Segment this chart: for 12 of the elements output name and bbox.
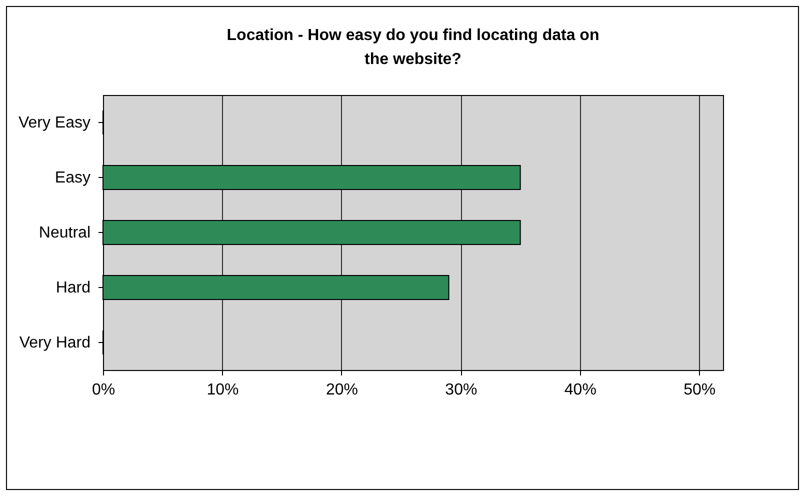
- x-tick-label: 30%: [445, 382, 478, 398]
- y-tick-label: Very Hard: [19, 334, 90, 352]
- x-tick-label: 50%: [684, 382, 716, 398]
- x-tick-label: 40%: [564, 382, 596, 398]
- y-tick-label: Hard: [56, 280, 90, 296]
- x-tick-label: 10%: [206, 382, 239, 398]
- y-tick-label: Easy: [54, 170, 90, 186]
- y-tick-label: Neutral: [38, 224, 90, 242]
- chart-title: Location - How easy do you find locating data on the website?: [226, 27, 600, 68]
- x-tick-label: 0%: [92, 382, 116, 398]
- x-tick-label: 20%: [326, 382, 358, 398]
- y-tick-label: Very Easy: [18, 114, 90, 132]
